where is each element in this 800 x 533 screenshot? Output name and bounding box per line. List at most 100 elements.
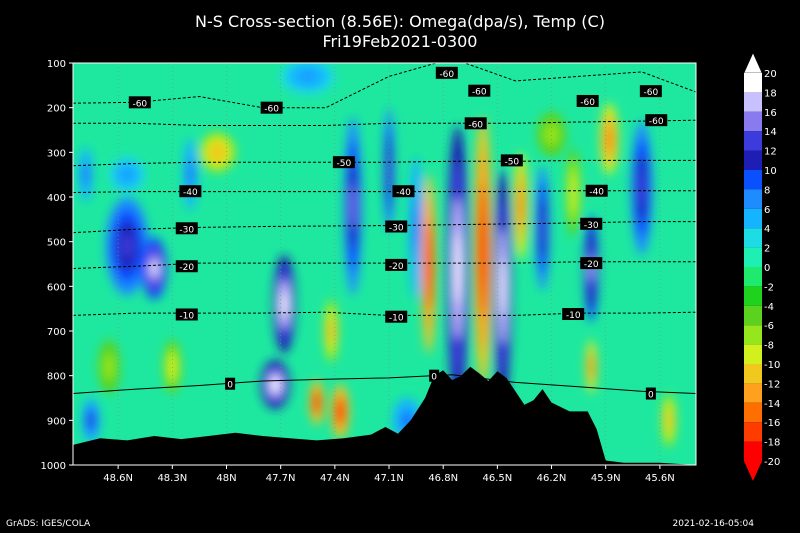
plot-frame bbox=[72, 62, 697, 466]
contour-label: 0 bbox=[227, 381, 233, 391]
contour-label: 0 bbox=[648, 391, 654, 401]
contour-label-box bbox=[179, 185, 202, 198]
colorbar-label: 18 bbox=[764, 88, 777, 99]
contour-label: -60 bbox=[439, 70, 454, 80]
colorbar-label: -10 bbox=[764, 360, 780, 371]
x-tick-label: 48N bbox=[216, 473, 236, 484]
contour-label: -60 bbox=[644, 88, 659, 98]
omega-cell bbox=[151, 260, 158, 277]
y-tick-label: 200 bbox=[47, 104, 66, 115]
chart-subtitle: Fri19Feb2021-0300 bbox=[322, 32, 478, 51]
contour-label: 0 bbox=[431, 373, 437, 383]
omega-cell bbox=[426, 241, 431, 287]
contour-labels: 0 0 0 -10 -10 -10 -20 -20 -20 -30 -30 -30 -40 -40 -40 -… bbox=[128, 66, 668, 401]
y-tick-label: 1000 bbox=[41, 461, 66, 472]
contour-label-box bbox=[468, 84, 491, 97]
colorbar-label: 2 bbox=[764, 244, 770, 255]
colorbar-label: -8 bbox=[764, 341, 774, 352]
colorbar: 20181614121086420-2-4-6-8-10-12-14-16-18… bbox=[743, 52, 780, 481]
axes: 100 200 300 400 500 600 700 800 900 1000 48.6N 48.3… bbox=[41, 59, 697, 484]
colorbar-label: -18 bbox=[764, 438, 780, 449]
x-tick-label: 45.9N bbox=[591, 473, 621, 484]
omega-cell bbox=[547, 128, 556, 141]
colorbar-arrow-top bbox=[743, 52, 763, 74]
omega-cell bbox=[350, 183, 356, 229]
contour-label-box bbox=[385, 310, 408, 323]
colorbar-label: 4 bbox=[764, 224, 770, 235]
contour-label-box bbox=[464, 117, 487, 130]
colorbar-segment bbox=[744, 344, 762, 364]
colorbar-segment bbox=[744, 111, 762, 132]
contour-label-box bbox=[385, 258, 408, 271]
contour-label-box bbox=[562, 308, 585, 321]
omega-cell bbox=[667, 413, 671, 428]
colorbar-segment bbox=[744, 267, 762, 287]
x-tick-label: 47.1N bbox=[374, 473, 404, 484]
x-tick-label: 46.5N bbox=[482, 473, 512, 484]
omega-cell bbox=[170, 360, 175, 374]
contour-label: -20 bbox=[179, 263, 194, 273]
omega-cell bbox=[83, 167, 88, 182]
omega-cell bbox=[338, 404, 343, 419]
contour-label: -50 bbox=[504, 157, 519, 167]
omega-cell bbox=[519, 192, 523, 220]
omega-cell bbox=[329, 323, 334, 339]
omega-cell bbox=[188, 165, 193, 184]
omega-cell bbox=[300, 71, 315, 81]
contour-label: -30 bbox=[179, 225, 194, 235]
contour-label-box bbox=[175, 222, 198, 235]
omega-field bbox=[78, 63, 677, 465]
colorbar-label: -4 bbox=[764, 302, 774, 313]
omega-cell bbox=[500, 257, 506, 316]
contour-label-box bbox=[435, 66, 458, 79]
contour-label: -30 bbox=[584, 221, 599, 231]
colorbar-arrow-bottom bbox=[744, 461, 762, 481]
omega-cell bbox=[639, 171, 645, 205]
contour-label-box bbox=[585, 184, 608, 197]
contour-label-box bbox=[385, 220, 408, 233]
contour-label: -10 bbox=[179, 311, 194, 321]
omega-cell bbox=[121, 233, 133, 259]
colorbar-segment bbox=[744, 383, 762, 403]
y-tick-label: 400 bbox=[47, 193, 66, 204]
contour-label: -50 bbox=[337, 159, 352, 169]
contour-label: -60 bbox=[264, 105, 279, 115]
colorbar-segment bbox=[744, 73, 762, 93]
colorbar-segment bbox=[744, 228, 762, 248]
contour-label-box bbox=[128, 96, 151, 109]
colorbar-segment bbox=[744, 189, 762, 209]
y-tick-label: 600 bbox=[47, 282, 66, 293]
y-tick-label: 100 bbox=[47, 59, 66, 70]
y-tick-label: 800 bbox=[47, 372, 66, 383]
omega-cell bbox=[271, 378, 279, 391]
x-tick-label: 45.6N bbox=[645, 473, 675, 484]
contour-label: -40 bbox=[589, 188, 604, 198]
terrain bbox=[73, 366, 696, 465]
x-tick-label: 46.2N bbox=[537, 473, 567, 484]
colorbar-label: -14 bbox=[764, 399, 780, 410]
y-tick-label: 500 bbox=[47, 238, 66, 249]
x-tick-label: 48.3N bbox=[157, 473, 187, 484]
contour-line-m60 bbox=[73, 63, 696, 109]
contour-label: -30 bbox=[389, 223, 404, 233]
colorbar-label: 0 bbox=[764, 263, 770, 274]
y-tick-label: 700 bbox=[47, 327, 66, 338]
omega-cell bbox=[281, 291, 287, 317]
colorbar-label: 20 bbox=[764, 69, 777, 80]
omega-cell bbox=[571, 181, 576, 204]
x-tick-label: 48.6N bbox=[103, 473, 133, 484]
contour-label: -60 bbox=[472, 88, 487, 98]
colorbar-label: 10 bbox=[764, 166, 777, 177]
contour-label-box bbox=[580, 217, 603, 230]
colorbar-segment bbox=[744, 441, 762, 461]
contour-label-box bbox=[639, 85, 662, 98]
omega-cell bbox=[88, 414, 94, 426]
contour-label: -40 bbox=[183, 188, 198, 198]
omega-cell bbox=[589, 360, 593, 374]
colorbar-label: -16 bbox=[764, 418, 780, 429]
colorbar-label: -12 bbox=[764, 379, 780, 390]
contour-line-m50 bbox=[73, 159, 696, 167]
contour-label-box bbox=[429, 369, 440, 382]
contour-label: -60 bbox=[468, 120, 483, 130]
omega-cell bbox=[607, 130, 612, 148]
